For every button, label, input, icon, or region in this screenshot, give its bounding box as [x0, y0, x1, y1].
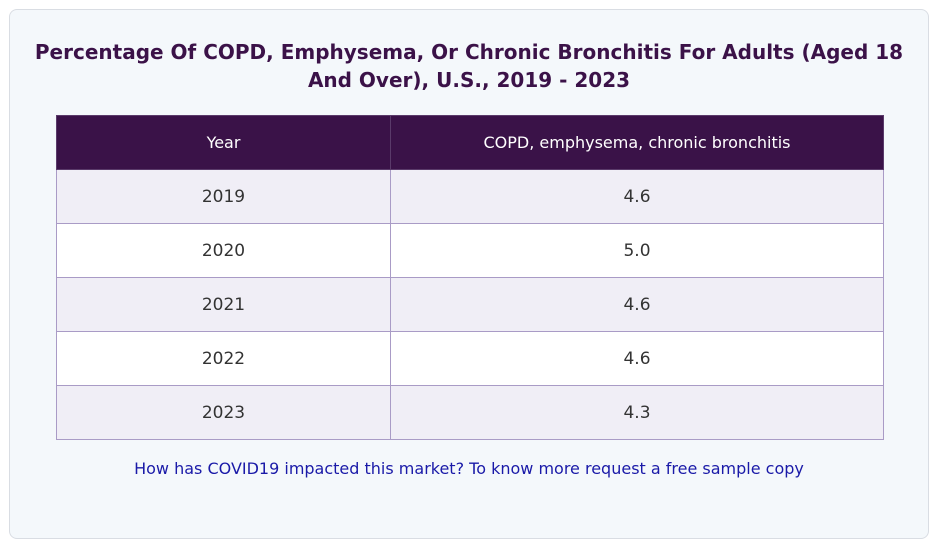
table-header-row: Year COPD, emphysema, chronic bronchitis: [56, 115, 884, 170]
chart-title: Percentage Of COPD, Emphysema, Or Chroni…: [34, 40, 904, 92]
year-cell: 2023: [56, 385, 391, 440]
value-cell: 4.6: [390, 277, 884, 332]
year-cell: 2022: [56, 331, 391, 386]
column-header-year: Year: [56, 115, 391, 170]
value-cell: 4.6: [390, 331, 884, 386]
sample-request-link[interactable]: How has COVID19 impacted this market? To…: [134, 459, 804, 478]
table-row: 2023 4.3: [56, 385, 884, 440]
data-table: Year COPD, emphysema, chronic bronchitis…: [56, 115, 884, 440]
year-cell: 2020: [56, 223, 391, 278]
table-row: 2019 4.6: [56, 169, 884, 224]
year-cell: 2021: [56, 277, 391, 332]
column-header-copd: COPD, emphysema, chronic bronchitis: [390, 115, 884, 170]
chart-card: Percentage Of COPD, Emphysema, Or Chroni…: [9, 9, 929, 539]
year-cell: 2019: [56, 169, 391, 224]
table-body: 2019 4.6 2020 5.0 2021 4.6 2022 4.6 2023 4.3: [56, 169, 884, 440]
value-cell: 4.3: [390, 385, 884, 440]
value-cell: 5.0: [390, 223, 884, 278]
table-row: 2020 5.0: [56, 223, 884, 278]
table-row: 2022 4.6: [56, 331, 884, 386]
value-cell: 4.6: [390, 169, 884, 224]
table-row: 2021 4.6: [56, 277, 884, 332]
